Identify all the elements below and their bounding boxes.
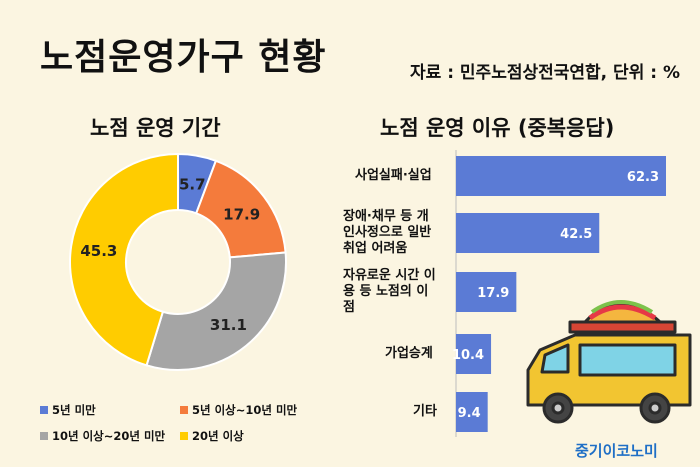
donut-slice-2 xyxy=(194,159,287,259)
page-title: 노점운영가구 현황 xyxy=(40,37,327,78)
donut-slice-label: 45.3 xyxy=(80,242,117,260)
bar-value-label: 42.5 xyxy=(560,227,592,242)
donut-slice-4 xyxy=(69,152,179,367)
bar-category-label: 장애·채무 등 개 인사정으로 일반 취업 어려움 xyxy=(343,209,431,257)
donut-slice-label: 31.1 xyxy=(210,316,247,334)
bar-category-label: 가업승계 xyxy=(385,346,433,362)
donut-slice-label: 17.9 xyxy=(223,206,260,224)
bar-category-line: 자유로운 시간 이 xyxy=(343,268,436,283)
legend-swatch xyxy=(40,432,48,440)
donut-slice-3 xyxy=(145,251,287,371)
bar-category-line: 취업 어려움 xyxy=(343,241,408,256)
legend-label: 5년 미만 xyxy=(52,403,96,417)
bar-category-line: 인사정으로 일반 xyxy=(343,225,432,240)
bar-chart-title: 노점 운영 이유 (중복응답) xyxy=(380,116,615,140)
bar-value-label: 17.9 xyxy=(477,286,509,301)
source-note: 자료 : 민주노점상전국연합, 단위 : % xyxy=(410,63,680,83)
legend-swatch xyxy=(180,406,188,414)
bar-category-label: 기타 xyxy=(413,404,437,420)
legend-label: 10년 이상~20년 미만 xyxy=(52,429,166,443)
bar-3 xyxy=(456,272,517,312)
bar-category-line: 사업실패·실업 xyxy=(355,168,432,183)
bar-category-line: 장애·채무 등 개 xyxy=(343,209,429,224)
bar-value-label: 9.4 xyxy=(458,406,481,421)
donut-chart-title: 노점 운영 기간 xyxy=(90,116,221,140)
bar-2 xyxy=(456,213,600,253)
donut-slice-label: 5.7 xyxy=(179,175,206,193)
bar-4 xyxy=(456,334,492,374)
bar-category-label: 사업실패·실업 xyxy=(355,168,432,184)
bar-category-line: 점 xyxy=(343,300,355,315)
bar-category-line: 용 등 노점의 이 xyxy=(343,284,429,299)
bar-category-line: 가업승계 xyxy=(385,346,433,361)
bar-value-label: 62.3 xyxy=(627,170,659,185)
bar-5 xyxy=(456,392,488,432)
legend-item: 20년 이상 xyxy=(180,428,244,444)
legend-label: 5년 이상~10년 미만 xyxy=(192,403,298,417)
watermark-text: 중기이코노미 xyxy=(575,442,658,460)
legend-swatch xyxy=(180,432,188,440)
legend-item: 5년 미만 xyxy=(40,402,96,418)
legend-label: 20년 이상 xyxy=(192,429,244,443)
bar-category-line: 기타 xyxy=(413,404,437,419)
legend-item: 5년 이상~10년 미만 xyxy=(180,402,297,418)
bar-value-label: 10.4 xyxy=(452,348,484,363)
legend-swatch xyxy=(40,406,48,414)
legend-item: 10년 이상~20년 미만 xyxy=(40,428,165,444)
bar-1 xyxy=(456,156,666,196)
